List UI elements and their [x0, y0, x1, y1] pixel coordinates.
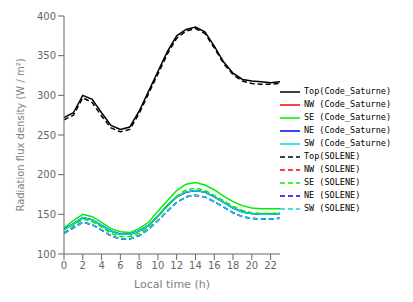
html-text:NE (Code_Saturne): NE (Code_Saturne) [304, 125, 391, 135]
html-text:Top(SOLENE): Top(SOLENE) [304, 151, 361, 161]
svg-text:12: 12 [170, 260, 183, 271]
html-text:SW (Code_Saturne): SW (Code_Saturne) [304, 138, 391, 148]
html-text:NE (SOLENE): NE (SOLENE) [304, 190, 361, 200]
svg-text:6: 6 [117, 260, 123, 271]
html-text:SE (SOLENE): SE (SOLENE) [304, 177, 361, 187]
html-text:SE (Code_Saturne): SE (Code_Saturne) [304, 112, 391, 122]
html-text:NW (SOLENE): NW (SOLENE) [304, 164, 361, 174]
svg-text:100: 100 [37, 249, 56, 260]
svg-text:250: 250 [37, 130, 56, 141]
svg-text:0: 0 [61, 260, 67, 271]
svg-text:14: 14 [189, 260, 202, 271]
svg-text:8: 8 [136, 260, 142, 271]
svg-text:2: 2 [80, 260, 86, 271]
svg-text:4: 4 [98, 260, 104, 271]
svg-text:400: 400 [37, 11, 56, 22]
svg-text:20: 20 [245, 260, 258, 271]
svg-text:18: 18 [227, 260, 240, 271]
html-text:NW (Code_Saturne): NW (Code_Saturne) [304, 99, 391, 109]
svg-text:150: 150 [37, 209, 56, 220]
svg-text:200: 200 [37, 169, 56, 180]
svg-text:22: 22 [264, 260, 277, 271]
svg-text:16: 16 [208, 260, 221, 271]
html-text:Top(Code_Saturne): Top(Code_Saturne) [304, 86, 391, 96]
svg-text:350: 350 [37, 50, 56, 61]
svg-text:Radiation flux density (W / m²: Radiation flux density (W / m²) [15, 58, 26, 211]
html-text:SW (SOLENE): SW (SOLENE) [304, 203, 361, 213]
svg-text:10: 10 [152, 260, 165, 271]
svg-text:Local time (h): Local time (h) [134, 278, 210, 291]
svg-text:300: 300 [37, 90, 56, 101]
